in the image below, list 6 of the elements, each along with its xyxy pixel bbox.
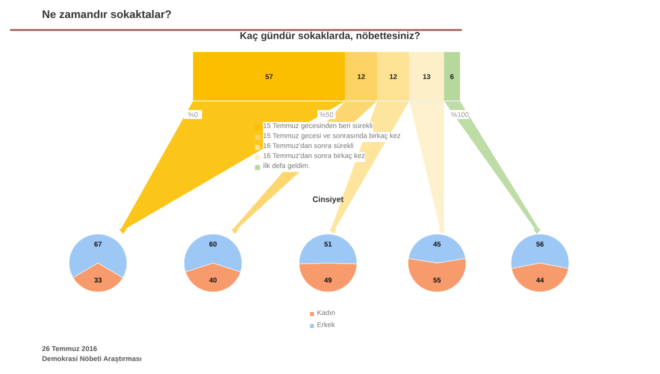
bar [345,52,378,101]
bar [377,52,410,101]
chart-title: Ne zamandır sokaktalar? [42,9,172,21]
bar [444,52,460,101]
chart-title: Cinsiyet [311,195,345,204]
chart-subtitle: Kaç gündür sokaklarda, nöbettesiniz? [238,31,422,42]
